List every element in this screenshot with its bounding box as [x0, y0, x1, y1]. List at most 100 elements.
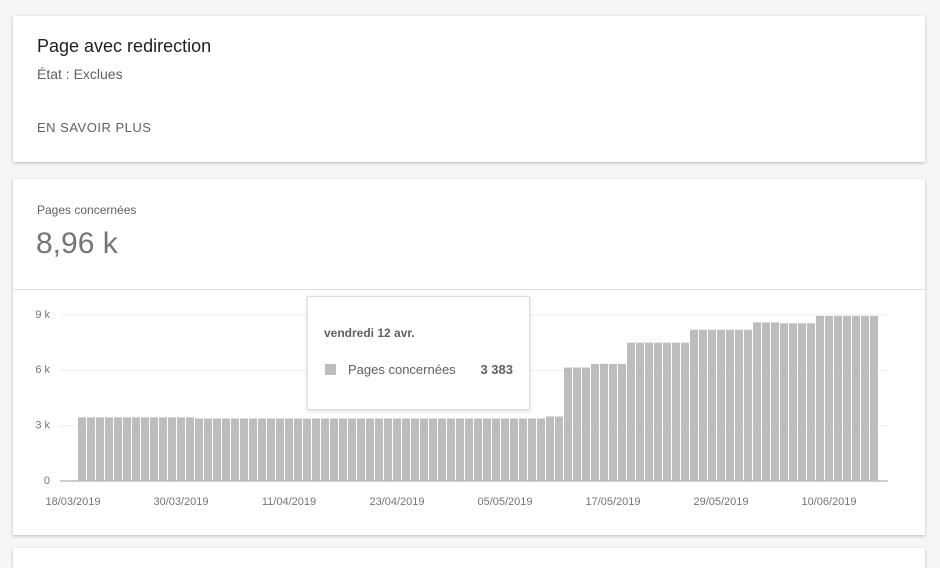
bar	[303, 418, 311, 481]
bar	[204, 418, 212, 481]
bar	[591, 363, 599, 481]
bar	[771, 322, 779, 481]
page: Page avec redirection État : Exclues EN …	[13, 16, 925, 508]
y-tick-label: 3 k	[35, 420, 50, 432]
bar	[213, 418, 221, 481]
bar	[600, 363, 608, 481]
summary-label: Pages concernées	[37, 203, 137, 217]
bar	[132, 417, 140, 481]
bar	[753, 322, 761, 481]
x-tick-label: 05/05/2019	[477, 496, 532, 508]
bar	[708, 329, 716, 481]
bar	[249, 418, 257, 481]
learn-more-link[interactable]: EN SAVOIR PLUS	[37, 120, 152, 135]
y-tick-label: 6 k	[35, 364, 50, 376]
bar	[447, 418, 455, 481]
bar	[645, 342, 653, 481]
x-tick-label: 23/04/2019	[369, 496, 424, 508]
bar	[816, 315, 824, 481]
bar	[519, 418, 527, 481]
bar	[627, 342, 635, 481]
bar	[87, 417, 95, 481]
chart: 0 3 k 6 k 9 k 18/03/2019 30/03/2019 11/04/2019…	[35, 309, 888, 508]
bar	[105, 417, 113, 481]
bar	[672, 342, 680, 481]
bar	[501, 418, 509, 481]
bar	[393, 418, 401, 481]
bar	[78, 417, 86, 481]
bar	[609, 363, 617, 481]
bar	[825, 315, 833, 481]
tooltip: vendredi 12 avr. Pages concernées 3 383	[307, 296, 530, 410]
bar	[843, 315, 851, 481]
bar	[456, 418, 464, 481]
bar	[636, 342, 644, 481]
bar	[267, 418, 275, 481]
bar	[537, 418, 545, 481]
x-tick-label: 10/06/2019	[801, 496, 856, 508]
bar	[168, 417, 176, 481]
bar	[528, 418, 536, 481]
bar	[231, 418, 239, 481]
tooltip-series: Pages concernées	[348, 362, 456, 377]
bar	[789, 323, 797, 481]
bar	[312, 418, 320, 481]
bar	[438, 418, 446, 481]
bar	[474, 418, 482, 481]
divider	[13, 289, 925, 290]
bar	[348, 418, 356, 481]
bar	[834, 315, 842, 481]
header-card: Page avec redirection État : Exclues EN …	[13, 16, 925, 162]
bar	[492, 418, 500, 481]
bar	[762, 322, 770, 481]
bar	[123, 417, 131, 481]
bar	[357, 418, 365, 481]
bar	[114, 417, 122, 481]
bar	[276, 418, 284, 481]
bar	[195, 418, 203, 481]
bar	[555, 416, 563, 481]
bar	[870, 315, 878, 481]
bar	[375, 418, 383, 481]
bar	[780, 323, 788, 481]
bar	[735, 329, 743, 481]
bar	[582, 367, 590, 481]
tooltip-swatch	[325, 364, 336, 375]
bar	[420, 418, 428, 481]
bar	[258, 418, 266, 481]
bar	[150, 417, 158, 481]
bar	[546, 416, 554, 481]
bar	[654, 342, 662, 481]
bar	[429, 418, 437, 481]
x-tick-label: 30/03/2019	[153, 496, 208, 508]
bar	[798, 323, 806, 481]
bar	[690, 329, 698, 481]
y-tick-label: 9 k	[35, 309, 50, 321]
tooltip-date: vendredi 12 avr.	[324, 326, 415, 340]
title: Page avec redirection	[37, 36, 212, 56]
status: État : Exclues	[37, 66, 123, 82]
bar	[339, 418, 347, 481]
bar	[852, 315, 860, 481]
tooltip-value: 3 383	[480, 362, 513, 377]
x-tick-label: 11/04/2019	[262, 496, 316, 508]
bar	[321, 418, 329, 481]
bar	[681, 342, 689, 481]
bar	[807, 323, 815, 481]
bar	[141, 417, 149, 481]
bar	[96, 417, 104, 481]
bar	[663, 342, 671, 481]
x-tick-label: 18/03/2019	[45, 496, 100, 508]
bar	[294, 418, 302, 481]
bar	[177, 417, 185, 481]
summary-value: 8,96 k	[36, 227, 118, 260]
bar	[411, 418, 419, 481]
x-tick-label: 29/05/2019	[693, 496, 748, 508]
bar	[402, 418, 410, 481]
bar	[366, 418, 374, 481]
bar	[186, 417, 194, 481]
bar	[159, 417, 167, 481]
y-tick-label: 0	[44, 475, 50, 487]
bar	[726, 329, 734, 481]
bar	[699, 329, 707, 481]
